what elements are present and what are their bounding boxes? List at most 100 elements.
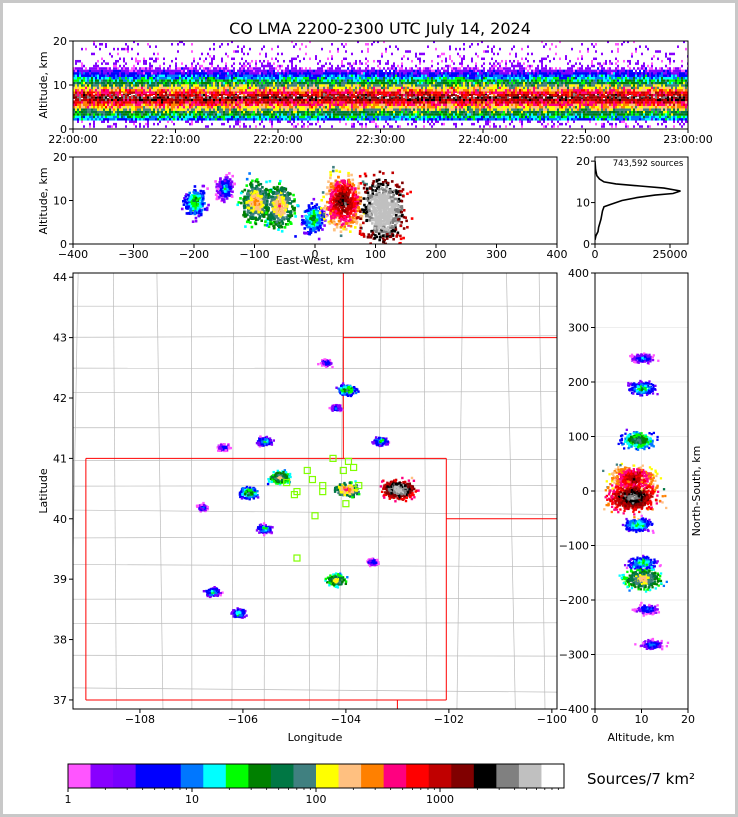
heat-cell: [207, 113, 209, 116]
heat-cell: [199, 76, 201, 80]
heat-cell: [415, 125, 417, 128]
heat-cell: [247, 98, 249, 102]
heat-cell: [197, 118, 199, 121]
heat-cell: [155, 79, 157, 82]
heat-cell: [353, 67, 355, 70]
heat-cell: [107, 67, 109, 70]
heat-cell: [295, 89, 297, 92]
heat-cell: [251, 101, 253, 104]
heat-cell: [367, 69, 369, 73]
heat-cell: [273, 69, 275, 73]
heat-cell: [465, 81, 467, 85]
heat-cell: [153, 108, 155, 111]
heat-cell: [353, 89, 355, 92]
heat-cell: [177, 81, 179, 85]
heat-cell: [147, 91, 149, 94]
heat-cell: [305, 79, 307, 82]
heat-cell: [477, 108, 479, 111]
heat-cell: [205, 57, 207, 61]
heat-cell: [117, 115, 119, 119]
heat-cell: [425, 69, 427, 73]
heat-cell: [227, 76, 229, 80]
heat-cell: [449, 113, 451, 116]
heat-cell: [215, 89, 217, 92]
heat-cell: [475, 81, 477, 85]
heat-cell: [259, 72, 261, 75]
heat-cell: [263, 72, 265, 75]
heat-cell: [123, 96, 125, 99]
heat-cell: [119, 89, 121, 92]
heat-cell: [99, 101, 101, 104]
heat-cell: [397, 84, 399, 87]
heat-cell: [365, 103, 367, 107]
heat-cell: [459, 94, 461, 96]
heat-cell: [359, 69, 361, 73]
heat-cell: [109, 52, 111, 56]
heat-cell: [417, 110, 419, 114]
heat-cell: [287, 120, 289, 123]
heat-cell: [315, 69, 317, 73]
heat-cell: [271, 91, 273, 94]
heat-cell: [353, 122, 355, 126]
heat-cell: [361, 91, 363, 94]
heat-cell: [197, 105, 199, 109]
heat-cell: [147, 101, 149, 104]
heat-cell: [287, 103, 289, 107]
heat-cell: [121, 92, 123, 94]
heat-cell: [455, 72, 457, 75]
heat-cell: [223, 105, 225, 109]
heat-cell: [417, 76, 419, 80]
heat-cell: [163, 118, 165, 121]
heat-cell: [161, 113, 163, 116]
heat-cell: [195, 81, 197, 85]
heat-cell: [193, 57, 195, 61]
heat-cell: [147, 67, 149, 70]
heat-cell: [331, 55, 333, 58]
heat-cell: [123, 98, 125, 102]
heat-cell: [361, 125, 363, 128]
heat-cell: [385, 108, 387, 111]
heat-cell: [347, 84, 349, 87]
heat-cell: [101, 43, 103, 46]
heat-cell: [475, 96, 477, 99]
heat-cell: [331, 89, 333, 92]
heat-cell: [191, 108, 193, 111]
heat-cell: [175, 98, 177, 102]
heat-cell: [237, 113, 239, 116]
heat-cell: [265, 101, 267, 104]
heat-cell: [399, 98, 401, 102]
heat-cell: [319, 115, 321, 119]
heat-cell: [209, 84, 211, 87]
heat-cell: [189, 86, 191, 90]
heat-cell: [463, 79, 465, 82]
heat-cell: [157, 89, 159, 92]
heat-cell: [165, 110, 167, 114]
heat-cell: [175, 57, 177, 61]
heat-cell: [441, 89, 443, 92]
heat-cell: [97, 64, 99, 68]
heat-cell: [225, 115, 227, 119]
heat-cell: [389, 45, 391, 48]
heat-cell: [381, 69, 383, 73]
heat-cell: [405, 89, 407, 92]
heat-cell: [255, 67, 257, 70]
heat-cell: [101, 93, 103, 97]
heat-cell: [155, 45, 157, 48]
heat-cell: [235, 72, 237, 75]
heat-cell: [317, 76, 319, 80]
heat-cell: [405, 94, 407, 96]
heat-cell: [339, 120, 341, 123]
heat-cell: [225, 95, 227, 97]
heat-cell: [253, 79, 255, 82]
heat-cell: [413, 93, 415, 97]
heat-cell: [79, 105, 81, 109]
heat-cell: [315, 110, 317, 114]
heat-cell: [223, 67, 225, 70]
heat-cell: [347, 91, 349, 94]
heat-cell: [95, 101, 97, 104]
heat-cell: [383, 108, 385, 111]
heat-cell: [131, 94, 133, 96]
heat-cell: [193, 79, 195, 82]
heat-cell: [125, 115, 127, 119]
heat-cell: [235, 86, 237, 90]
